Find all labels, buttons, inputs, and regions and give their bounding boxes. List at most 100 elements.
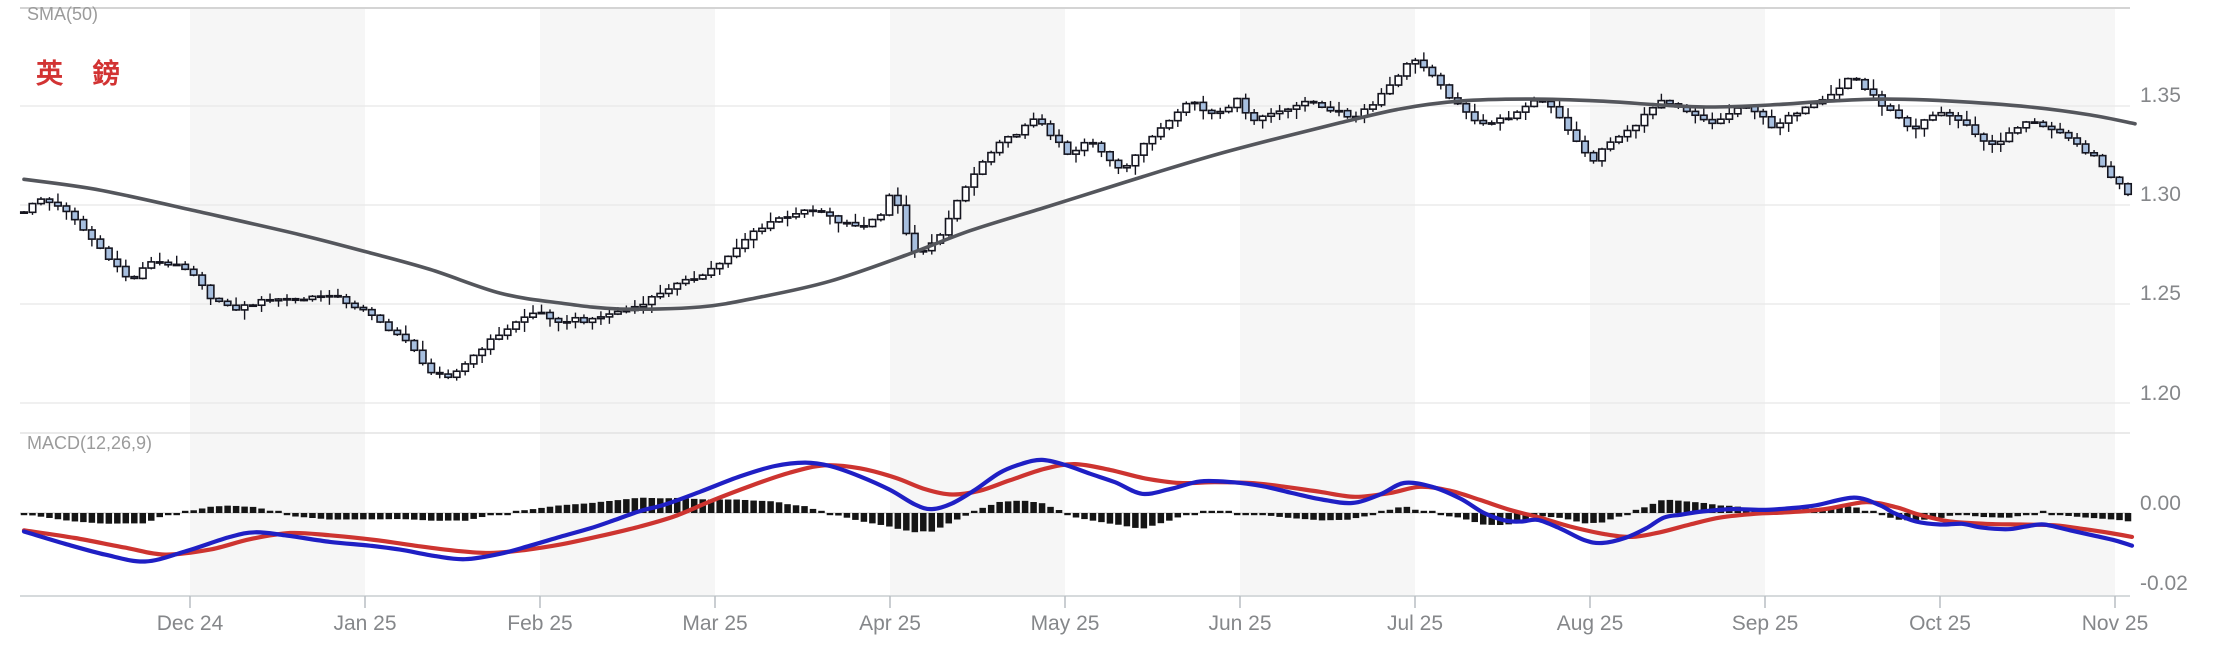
candle-down [121,265,130,278]
candle-up [987,151,996,163]
candle-down [1547,100,1556,108]
macd-histogram-bar [1479,513,1487,525]
candle-up [1021,124,1030,136]
macd-histogram-bar [1318,513,1326,521]
candle-up [28,202,37,214]
macd-histogram-bar [1658,500,1665,513]
candle-up [147,261,156,269]
candle-up [1156,127,1165,138]
macd-histogram-bar [1301,513,1309,520]
macd-histogram-bar [987,504,995,513]
macd-histogram-bar [181,510,189,513]
candle-up [639,303,648,308]
candle-up [495,334,504,340]
candle-down [1708,118,1717,125]
macd-histogram-bar [546,506,554,513]
macd-histogram-bar [2082,513,2089,518]
macd-histogram-bar [266,510,274,513]
candle-up [681,278,690,285]
candle-up [741,238,750,250]
macd-histogram-bar [623,499,630,513]
macd-histogram-bar [71,513,79,522]
candle-up [1292,104,1301,110]
candle-down [376,314,385,323]
macd-histogram-bar [164,513,172,516]
macd-histogram-bar [1980,513,1988,518]
candle-down [817,210,826,213]
macd-histogram-bar [241,506,248,513]
candle-up [36,198,46,205]
x-axis-label-feb25: Feb 25 [507,612,573,635]
candle-down [1555,105,1564,119]
macd-main-line [21,457,2135,564]
macd-histogram-bar [1149,513,1156,526]
candle-up [749,230,758,241]
candle-down [1063,141,1072,155]
macd-histogram-bar [1412,509,1419,513]
candle-up [791,213,801,218]
macd-histogram-bar [928,513,936,532]
macd-histogram-bar [436,513,443,521]
candle-up [766,221,775,230]
macd-histogram-bar [1166,513,1173,521]
candle-down [851,221,860,227]
macd-histogram-bar [1700,502,1708,513]
macd-histogram-bar [148,513,155,521]
macd-histogram-bar [427,513,435,521]
macd-histogram-bar [1598,513,1606,523]
macd-histogram-bar [894,513,902,529]
candle-up [1843,77,1853,90]
candle-down [1445,84,1454,99]
macd-histogram-bar [521,510,528,513]
macd-indicator-label: MACD(12,26,9) [27,433,153,453]
candle-up [469,354,478,365]
candle-down [1250,112,1259,122]
macd-histogram-bar [292,513,299,517]
candle-down [215,297,224,303]
candle-down [1580,140,1590,154]
candle-up [1725,113,1734,121]
candle-down [96,238,105,249]
candle-up [647,295,656,306]
candle-up [282,297,292,301]
candle-up [316,295,325,299]
macd-histogram-bar [1200,510,1207,513]
candle-down [1105,150,1114,162]
x-axis-label-sep25: Sep 25 [1731,612,1799,635]
candle-up [1716,118,1725,125]
candle-up [1029,118,1038,127]
macd-histogram-bar [2090,513,2098,519]
candle-up [1402,63,1411,77]
candle-up [868,218,877,228]
candle-up [1394,75,1403,86]
candle-up [673,282,682,290]
candle-down [1479,119,1488,125]
macd-axis-label-zero: 0.00 [2140,492,2181,515]
macd-histogram-bar [1972,513,1979,517]
macd-histogram-bar [826,513,834,516]
macd-histogram-bar [843,513,851,518]
candle-down [1911,125,1920,130]
candle-up [690,278,699,281]
candle-up [783,216,792,219]
candle-up [571,316,580,323]
macd-histogram-bar [1624,513,1631,516]
macd-histogram-bar [1327,513,1334,521]
macd-histogram-bar [1539,513,1546,517]
candle-up [1801,106,1810,115]
x-axis-label-aug25: Aug 25 [1556,612,1624,635]
macd-histogram-bar [741,499,749,513]
macd-histogram-bar [343,513,350,520]
macd-histogram-bar [131,513,138,524]
macd-histogram-bar [1429,510,1436,513]
macd-histogram-bar [750,500,757,513]
x-axis-label-mar25: Mar 25 [682,612,748,635]
macd-histogram-bar [173,513,180,516]
macd-histogram-bar [1547,513,1555,518]
sma50-line [22,97,2137,312]
macd-histogram-bar [198,508,206,513]
candle-down [87,229,96,240]
macd-histogram-bar [1106,513,1114,524]
candle-down [1699,114,1708,121]
